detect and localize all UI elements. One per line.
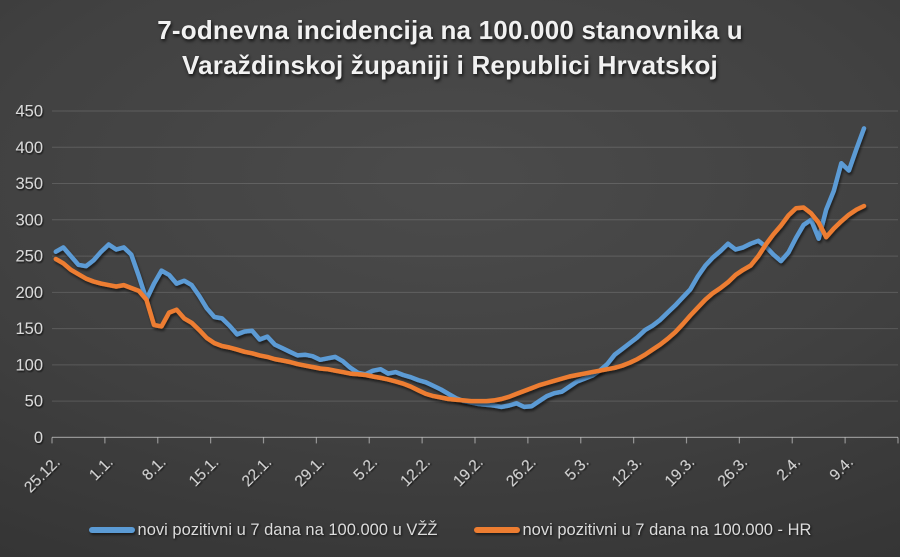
y-axis-tick-label: 450	[15, 103, 43, 121]
x-axis-tick-label: 19.3.	[662, 454, 698, 490]
legend-item-vzz: novi pozitivni u 7 dana na 100.000 u VŽŽ	[88, 520, 438, 540]
x-axis-tick-label: 29.1.	[292, 454, 328, 490]
x-axis-tick-label: 19.2.	[450, 454, 486, 490]
series-line-hr	[53, 203, 867, 404]
x-axis-tick-label: 15.1.	[186, 454, 222, 490]
y-axis-tick-label: 350	[15, 175, 43, 193]
chart-title-line1: 7-odnevna incidencija na 100.000 stanovn…	[157, 15, 743, 45]
legend-marker-vzz-icon	[88, 527, 135, 533]
x-axis-tick-label: 9.4.	[827, 454, 857, 484]
y-axis-tick-label: 0	[34, 429, 43, 447]
x-axis-tick-label: 5.2.	[351, 454, 381, 484]
y-axis-tick-label: 400	[15, 139, 43, 157]
chart-title: 7-odnevna incidencija na 100.000 stanovn…	[0, 13, 900, 83]
chart-title-line2: Varaždinskoj županiji i Republici Hrvats…	[182, 50, 718, 80]
x-axis-tick-label: 26.2.	[503, 454, 539, 490]
x-axis-tick-label: 8.1.	[139, 454, 169, 484]
legend-marker-hr-icon	[473, 527, 520, 533]
legend-item-hr: novi pozitivni u 7 dana na 100.000 - HR	[473, 520, 812, 540]
x-axis-tick-label: 1.1.	[86, 454, 116, 484]
x-axis-tick-label: 2.4.	[774, 454, 804, 484]
y-axis-tick-label: 150	[15, 320, 43, 338]
y-axis-tick-label: 200	[15, 284, 43, 302]
x-axis-tick-label: 12.3.	[609, 454, 645, 490]
y-axis-tick-label: 300	[15, 211, 43, 229]
x-axis-tick-label: 25.12.	[21, 454, 64, 497]
y-axis-tick-label: 100	[15, 356, 43, 374]
x-axis-tick-label: 22.1.	[239, 454, 275, 490]
legend-label-hr: novi pozitivni u 7 dana na 100.000 - HR	[522, 520, 812, 539]
y-axis-tick-label: 50	[25, 393, 43, 411]
legend-label-vzz: novi pozitivni u 7 dana na 100.000 u VŽŽ	[137, 520, 438, 539]
y-axis-tick-label: 250	[15, 248, 43, 266]
x-axis-tick-label: 5.3.	[562, 454, 592, 484]
legend: novi pozitivni u 7 dana na 100.000 u VŽŽ…	[0, 514, 900, 546]
x-axis-tick-label: 26.3.	[715, 454, 751, 490]
x-axis-tick-label: 12.2.	[398, 454, 434, 490]
